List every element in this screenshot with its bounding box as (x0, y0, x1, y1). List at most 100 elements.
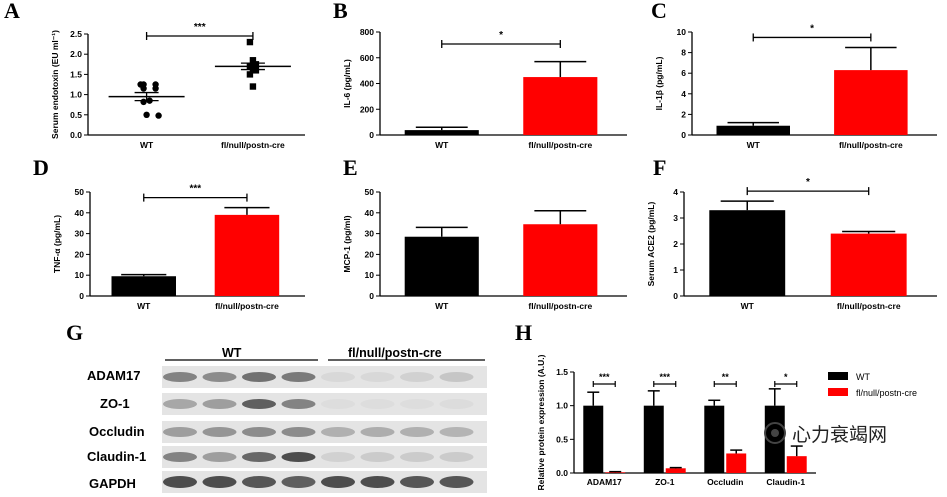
panel-d-ylabel: TNF-α (pg/mL) (52, 215, 62, 273)
blot-band (163, 427, 197, 437)
blot-group-ko: fl/null/postn-cre (348, 346, 442, 360)
panel-c-sig-stars: * (810, 23, 814, 34)
panel-c-bar-0 (716, 125, 790, 135)
blot-band (400, 399, 434, 409)
panel-d-bar-0 (111, 276, 176, 296)
panel-a-ytick-label: 1.0 (70, 90, 82, 100)
panel-a-sig-stars: *** (194, 22, 206, 33)
panel-letter-a: A (4, 0, 20, 23)
watermark: 心力衰竭网 (764, 420, 934, 446)
blot-band (242, 427, 276, 437)
panel-h-xtick-label-3: Claudin-1 (766, 477, 805, 487)
blot-band (281, 427, 316, 437)
blot-band (202, 427, 237, 437)
panel-h-ytick-label: 0.5 (556, 434, 568, 444)
panel-f-ylabel: Serum ACE2 (pg/mL) (646, 201, 656, 286)
blot-band (281, 476, 316, 488)
blot-band (202, 372, 237, 382)
panel-a-ytick-label: 1.5 (70, 69, 82, 79)
blot-band (400, 427, 434, 437)
panel-a-ylabel: Serum endotoxin (EU ml⁻¹) (50, 30, 60, 139)
panel-a-xtick-label-0: WT (140, 140, 154, 150)
panel-h-sig-stars-2: ** (722, 372, 730, 382)
blot-band (321, 399, 355, 409)
panel-h-sig-stars-0: *** (599, 372, 610, 382)
panel-d-xtick-label-1: fl/null/postn-cre (215, 301, 279, 311)
panel-h-legend-swatch-0 (828, 372, 848, 380)
panel-a-ytick-label: 0.5 (70, 110, 82, 120)
blot-band (400, 372, 434, 382)
panel-d-ytick-label: 10 (75, 270, 85, 280)
panel-e-xtick-label-1: fl/null/postn-cre (528, 301, 592, 311)
panel-e-ytick-label: 40 (365, 208, 375, 218)
panel-h-xtick-label-2: Occludin (707, 477, 743, 487)
panel-h-xtick-label-1: ZO-1 (655, 477, 675, 487)
blot-band (242, 372, 276, 382)
panel-b-ytick-label: 600 (360, 53, 374, 63)
panel-c-ylabel: IL-1β (pg/mL) (654, 56, 664, 110)
blot-band (439, 476, 474, 488)
blot-band (360, 399, 395, 409)
blot-band (360, 452, 395, 462)
panel-f-xtick-label-1: fl/null/postn-cre (837, 301, 901, 311)
panel-d-ytick-label: 40 (75, 208, 85, 218)
panel-f-xtick-label-0: WT (741, 301, 755, 311)
blot-band (439, 452, 474, 462)
panel-b-xtick-label-1: fl/null/postn-cre (528, 140, 592, 150)
blot-band (439, 427, 474, 437)
blot-band (400, 452, 434, 462)
panel-b-bar-0 (404, 130, 479, 135)
blot-band (163, 476, 197, 488)
panel-c-ytick-label: 0 (681, 130, 686, 140)
panel-b-ytick-label: 400 (360, 79, 374, 89)
panel-h-bar-1-1 (665, 468, 686, 473)
blot-band (202, 399, 237, 409)
panel-h-ytick-label: 1.5 (556, 367, 568, 377)
panel-letter-b: B (333, 0, 348, 23)
blot-band (242, 476, 276, 488)
blot-group-wt: WT (222, 346, 242, 360)
panel-d-bar-1 (214, 214, 280, 296)
blot-band (163, 399, 197, 409)
panel-letter-c: C (651, 0, 667, 23)
blot-band (202, 452, 237, 462)
panel-h-ytick-label: 1.0 (556, 401, 568, 411)
panel-f-bar-1 (830, 233, 907, 296)
blot-band (281, 399, 316, 409)
panel-h-bar-0-0 (583, 405, 604, 473)
panel-e-bar-1 (523, 224, 598, 296)
panel-e-ytick-label: 50 (365, 187, 375, 197)
panel-a-point (155, 112, 162, 119)
panel-f-ytick-label: 3 (673, 213, 678, 223)
panel-f-ytick-label: 1 (673, 265, 678, 275)
panel-c-ytick-label: 2 (681, 109, 686, 119)
panel-b-ytick-label: 0 (369, 130, 374, 140)
panel-a-point (152, 85, 159, 92)
blot-band (202, 476, 237, 488)
panel-c-xtick-label-0: WT (747, 140, 761, 150)
panel-c-ytick-label: 6 (681, 68, 686, 78)
panel-h-legend-swatch-1 (828, 388, 848, 396)
blot-label-claudin1: Claudin-1 (87, 449, 147, 464)
panel-a-point (143, 111, 150, 119)
panel-h-ytick-label: 0.0 (556, 468, 568, 478)
panel-f-ytick-label: 0 (673, 291, 678, 301)
panel-h-bar-3-1 (786, 456, 807, 473)
blot-label-adam17: ADAM17 (87, 368, 141, 383)
panel-a-point (249, 83, 257, 90)
panel-a-point (252, 61, 260, 68)
panel-b-ytick-label: 800 (360, 27, 374, 37)
blot-label-gapdh: GAPDH (89, 476, 136, 491)
panel-e-ylabel: MCP-1 (pg/ml) (342, 215, 352, 272)
panel-d-ytick-label: 50 (75, 187, 85, 197)
blot-band (281, 452, 316, 462)
panel-e-ytick-label: 30 (365, 229, 375, 239)
blot-band (360, 476, 395, 488)
panel-h-bar-2-1 (726, 453, 747, 473)
panel-c-ytick-label: 4 (681, 89, 686, 99)
watermark-text: 心力衰竭网 (792, 424, 888, 446)
panel-h-legend-label-1: fl/null/postn-cre (856, 388, 917, 398)
panel-a-point (246, 71, 254, 78)
panel-e-xtick-label-0: WT (435, 301, 449, 311)
